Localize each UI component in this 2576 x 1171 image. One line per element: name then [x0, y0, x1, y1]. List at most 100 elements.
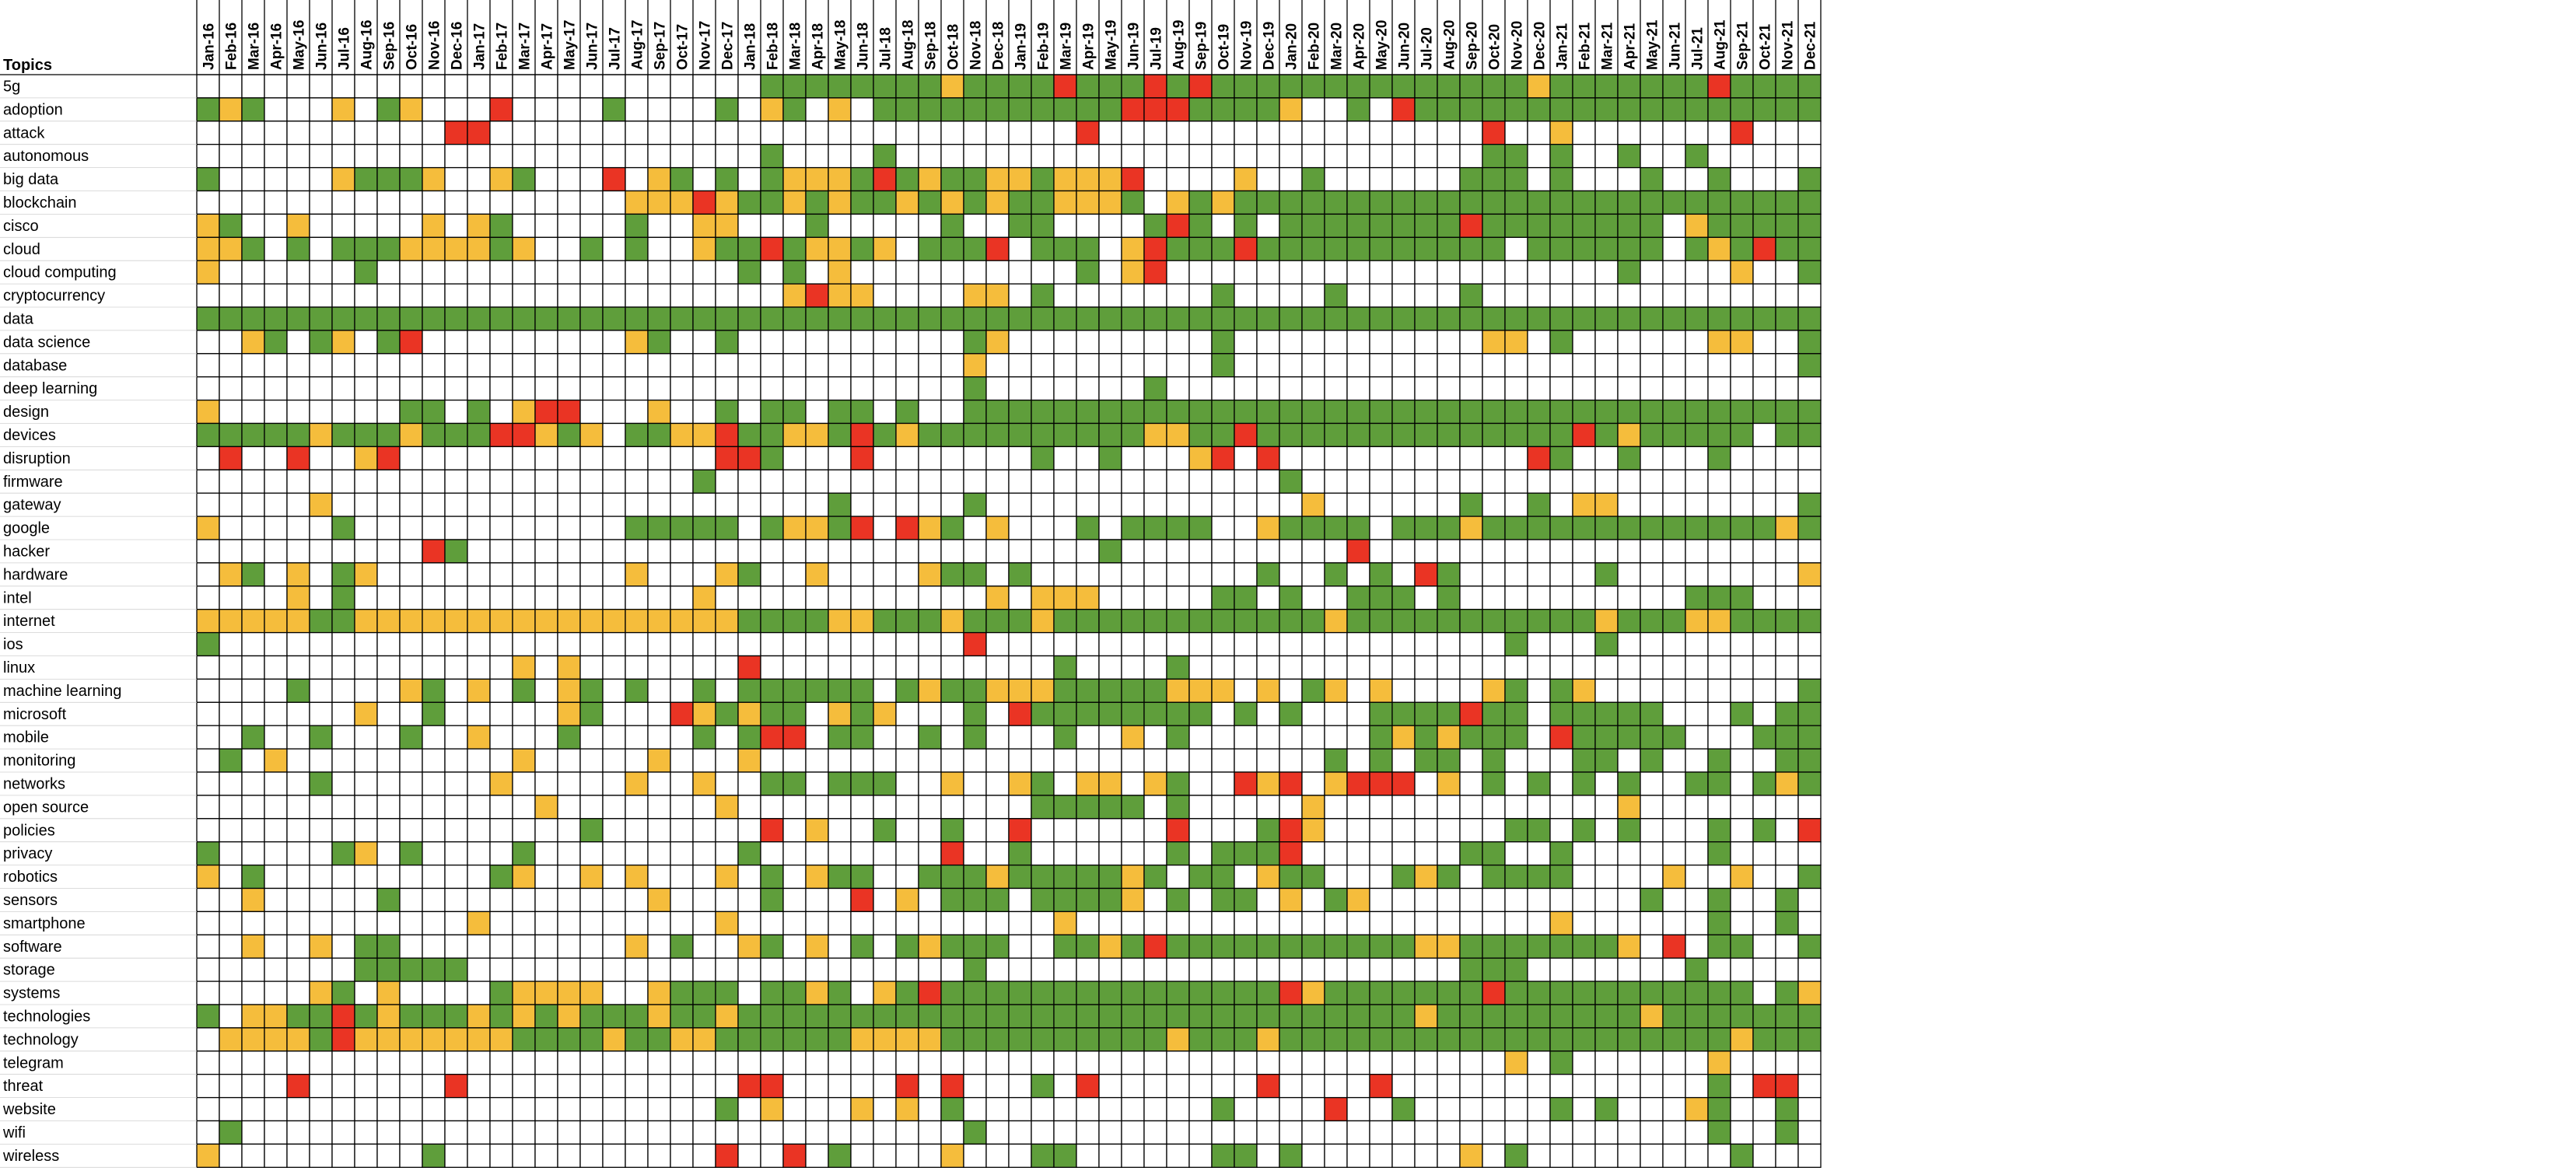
heatmap-cell	[1459, 353, 1483, 378]
row-label: design	[3, 404, 49, 421]
heatmap-cell	[828, 678, 852, 703]
heatmap-cell	[512, 236, 536, 261]
heatmap-cell	[760, 1120, 784, 1145]
heatmap-cell	[940, 1120, 964, 1145]
heatmap-cell	[1053, 236, 1077, 261]
heatmap-cell	[444, 144, 468, 169]
heatmap-cell	[1279, 864, 1303, 890]
heatmap-cell	[1685, 1050, 1709, 1075]
heatmap-cell	[715, 818, 739, 843]
heatmap-cell	[1549, 562, 1573, 587]
heatmap-cell	[1301, 236, 1325, 261]
heatmap-cell	[602, 376, 626, 401]
heatmap-cell	[331, 306, 355, 331]
heatmap-cell	[1437, 446, 1461, 470]
heatmap-cell	[918, 771, 942, 796]
heatmap-cell	[331, 911, 355, 935]
heatmap-cell	[219, 260, 243, 285]
heatmap-cell	[647, 539, 671, 564]
heatmap-cell	[1414, 980, 1438, 1005]
heatmap-cell	[1572, 469, 1596, 494]
heatmap-cell	[489, 121, 513, 145]
heatmap-cell	[557, 236, 581, 261]
heatmap-cell	[422, 376, 446, 401]
heatmap-cell	[1256, 771, 1280, 796]
heatmap-cell	[1572, 1004, 1596, 1029]
heatmap-cell	[399, 539, 423, 564]
heatmap-cell	[828, 887, 852, 913]
column-label: Oct-19	[1216, 24, 1233, 70]
heatmap-cell	[918, 306, 942, 331]
heatmap-cell	[444, 748, 468, 773]
heatmap-cell	[1549, 725, 1573, 750]
heatmap-cell	[286, 213, 310, 238]
heatmap-cell	[1662, 97, 1686, 122]
heatmap-cell	[1391, 306, 1416, 331]
heatmap-cell	[1188, 678, 1213, 703]
heatmap-cell	[1482, 678, 1506, 703]
heatmap-cell	[1234, 121, 1258, 145]
heatmap-cell	[692, 1096, 716, 1122]
heatmap-cell	[1414, 631, 1438, 657]
heatmap-cell	[1391, 190, 1416, 215]
heatmap-cell	[1121, 1027, 1145, 1052]
heatmap-cell	[219, 236, 243, 261]
heatmap-cell	[1549, 190, 1573, 215]
heatmap-cell	[1098, 795, 1122, 820]
heatmap-cell	[1775, 795, 1799, 820]
heatmap-cell	[985, 236, 1010, 261]
heatmap-cell	[376, 97, 401, 122]
heatmap-cell	[534, 864, 558, 890]
heatmap-cell	[1234, 306, 1258, 331]
heatmap-cell	[1707, 213, 1731, 238]
heatmap-cell	[760, 841, 784, 866]
heatmap-cell	[376, 818, 401, 843]
heatmap-cell	[1549, 771, 1573, 796]
heatmap-cell	[1662, 841, 1686, 866]
heatmap-cell	[1053, 399, 1077, 425]
heatmap-cell	[286, 841, 310, 866]
heatmap-cell	[1256, 213, 1280, 238]
heatmap-cell	[331, 655, 355, 680]
heatmap-cell	[1504, 399, 1528, 425]
heatmap-cell	[670, 631, 694, 657]
heatmap-cell	[489, 213, 513, 238]
heatmap-cell	[918, 795, 942, 820]
heatmap-cell	[1053, 609, 1077, 634]
heatmap-cell	[331, 376, 355, 401]
heatmap-cell	[940, 609, 964, 634]
heatmap-cell	[1076, 399, 1100, 425]
heatmap-cell	[1549, 1120, 1573, 1145]
heatmap-cell	[1166, 446, 1190, 470]
heatmap-cell	[196, 934, 220, 959]
heatmap-cell	[625, 957, 649, 982]
heatmap-cell	[1324, 121, 1348, 145]
heatmap-cell	[309, 655, 333, 680]
heatmap-cell	[376, 190, 401, 215]
heatmap-cell	[1166, 1143, 1190, 1168]
row-label: systems	[3, 985, 60, 1002]
heatmap-cell	[692, 97, 716, 122]
heatmap-cell	[1707, 1143, 1731, 1168]
heatmap-cell	[1211, 655, 1235, 680]
heatmap-cell	[1369, 121, 1393, 145]
heatmap-cell	[512, 446, 536, 470]
heatmap-cell	[241, 562, 265, 587]
heatmap-cell	[1121, 190, 1145, 215]
heatmap-cell	[715, 562, 739, 587]
heatmap-cell	[850, 121, 874, 145]
column-label: Jul-17	[607, 27, 624, 70]
heatmap-cell	[1572, 236, 1596, 261]
heatmap-cell	[1121, 678, 1145, 703]
heatmap-cell	[1121, 934, 1145, 959]
heatmap-cell	[1549, 818, 1573, 843]
heatmap-cell	[1076, 422, 1100, 448]
heatmap-cell	[1166, 1004, 1190, 1029]
heatmap-cell	[670, 144, 694, 169]
heatmap-cell	[241, 957, 265, 982]
heatmap-cell	[963, 190, 987, 215]
heatmap-cell	[625, 678, 649, 703]
heatmap-cell	[1752, 422, 1776, 448]
heatmap-cell	[715, 609, 739, 634]
heatmap-cell	[1730, 887, 1754, 913]
